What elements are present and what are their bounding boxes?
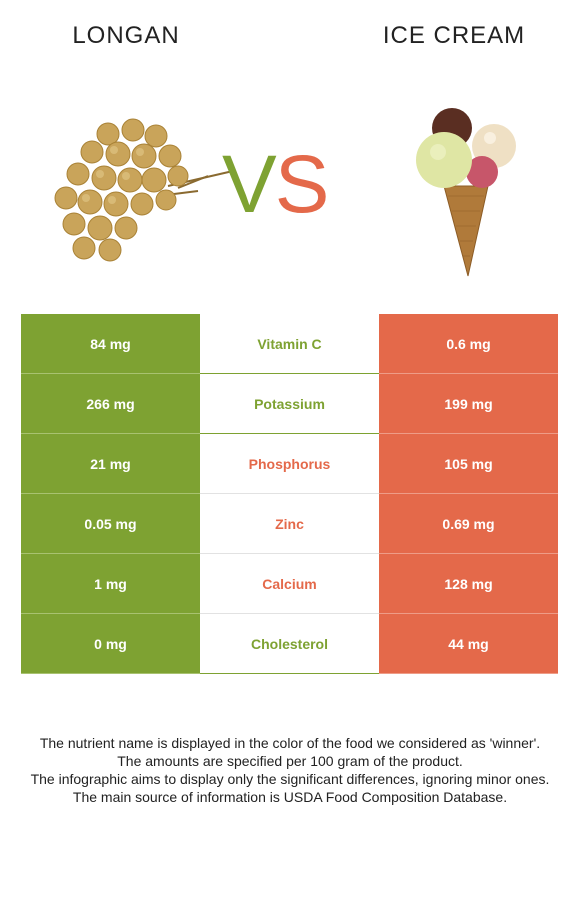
table-row: 1 mg Calcium 128 mg xyxy=(21,553,558,614)
left-value: 84 mg xyxy=(21,314,200,374)
nutrient-comparison-table: 84 mg Vitamin C 0.6 mg 266 mg Potassium … xyxy=(21,314,558,674)
table-row: 84 mg Vitamin C 0.6 mg xyxy=(21,314,558,374)
nutrient-name: Vitamin C xyxy=(200,314,379,374)
left-value: 0 mg xyxy=(21,613,200,674)
footer-line: The amounts are specified per 100 gram o… xyxy=(117,753,463,769)
footer-line: The nutrient name is displayed in the co… xyxy=(39,735,541,751)
left-food-title: LONGAN xyxy=(72,22,180,49)
left-value: 266 mg xyxy=(21,373,200,434)
table-row: 0.05 mg Zinc 0.69 mg xyxy=(21,493,558,554)
footer-line: The main source of information is USDA F… xyxy=(72,789,508,805)
right-value: 44 mg xyxy=(379,613,558,674)
vs-v: V xyxy=(222,139,277,230)
left-value: 0.05 mg xyxy=(21,493,200,554)
right-food-title: ICE CREAM xyxy=(382,22,526,49)
nutrient-name: Zinc xyxy=(200,493,379,554)
vs-label: VS xyxy=(222,140,352,230)
right-value: 199 mg xyxy=(379,373,558,434)
right-value: 128 mg xyxy=(379,553,558,614)
ice-cream-image xyxy=(416,108,516,277)
nutrient-name: Calcium xyxy=(200,553,379,614)
longan-image xyxy=(54,118,234,262)
footer-notes: The nutrient name is displayed in the co… xyxy=(20,734,560,806)
left-value: 21 mg xyxy=(21,433,200,494)
nutrient-name: Phosphorus xyxy=(200,433,379,494)
left-value: 1 mg xyxy=(21,553,200,614)
vs-s: S xyxy=(274,139,330,230)
right-value: 0.6 mg xyxy=(379,314,558,374)
footer-line: The infographic aims to display only the… xyxy=(30,771,550,787)
right-value: 105 mg xyxy=(379,433,558,494)
table-row: 0 mg Cholesterol 44 mg xyxy=(21,613,558,674)
right-value: 0.69 mg xyxy=(379,493,558,554)
nutrient-name: Potassium xyxy=(200,373,379,434)
table-row: 21 mg Phosphorus 105 mg xyxy=(21,433,558,494)
nutrient-name: Cholesterol xyxy=(200,613,379,674)
table-row: 266 mg Potassium 199 mg xyxy=(21,373,558,434)
